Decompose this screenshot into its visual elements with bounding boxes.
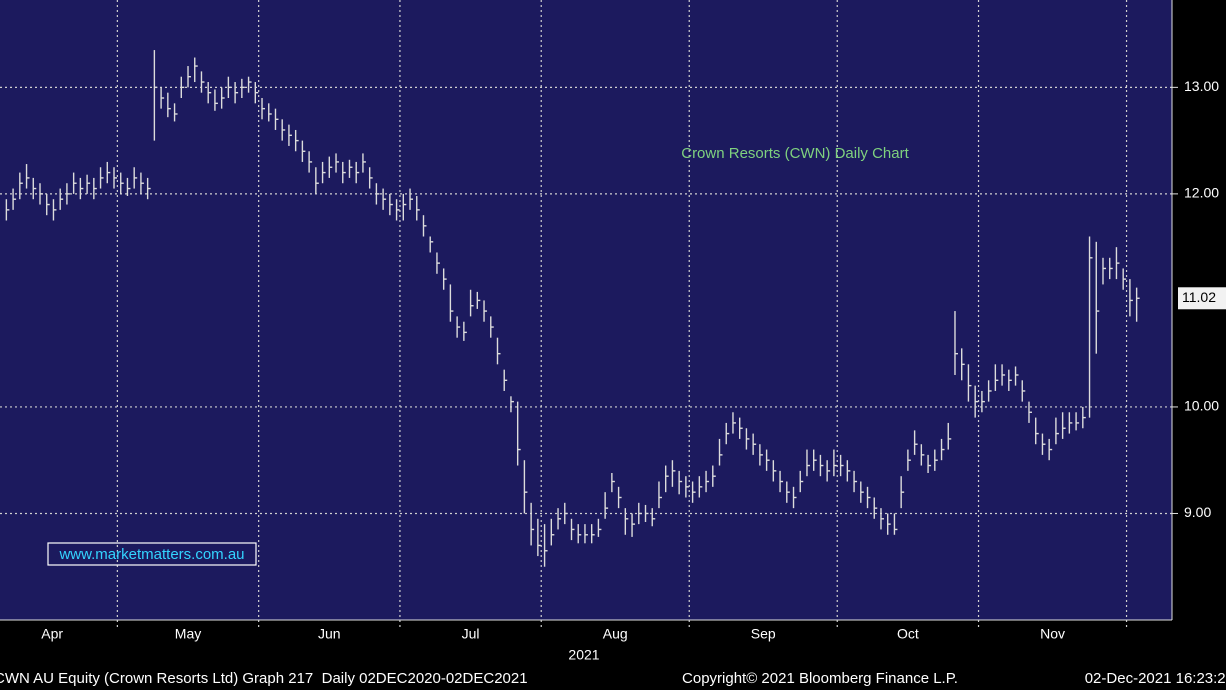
watermark: www.marketmatters.com.au (58, 546, 244, 563)
y-tick-label: 9.00 (1184, 504, 1211, 520)
footer-left: CWN AU Equity (Crown Resorts Ltd) Graph … (0, 670, 528, 687)
y-tick-label: 12.00 (1184, 185, 1219, 201)
y-tick-label: 13.00 (1184, 78, 1219, 94)
footer-right: 02-Dec-2021 16:23:25 (1085, 670, 1226, 687)
watermark-box (47, 542, 257, 566)
y-tick-label: 10.00 (1184, 398, 1219, 414)
x-tick-label: Jul (462, 626, 480, 642)
x-tick-label: Oct (897, 626, 919, 642)
x-tick-label: Apr (41, 626, 63, 642)
x-tick-label: Jun (318, 626, 341, 642)
last-price-box (1178, 287, 1226, 310)
x-tick-label: Aug (603, 626, 628, 642)
last-price-label: 11.02 (1182, 289, 1216, 305)
x-tick-label: Sep (751, 626, 776, 642)
footer-center: Copyright© 2021 Bloomberg Finance L.P. (682, 670, 958, 687)
plot-area (0, 0, 1172, 620)
x-tick-label: May (175, 626, 201, 642)
annotation: Crown Resorts (CWN) Daily Chart (681, 145, 909, 162)
x-tick-label: Nov (1040, 626, 1065, 642)
x-axis-label: 2021 (568, 647, 599, 663)
